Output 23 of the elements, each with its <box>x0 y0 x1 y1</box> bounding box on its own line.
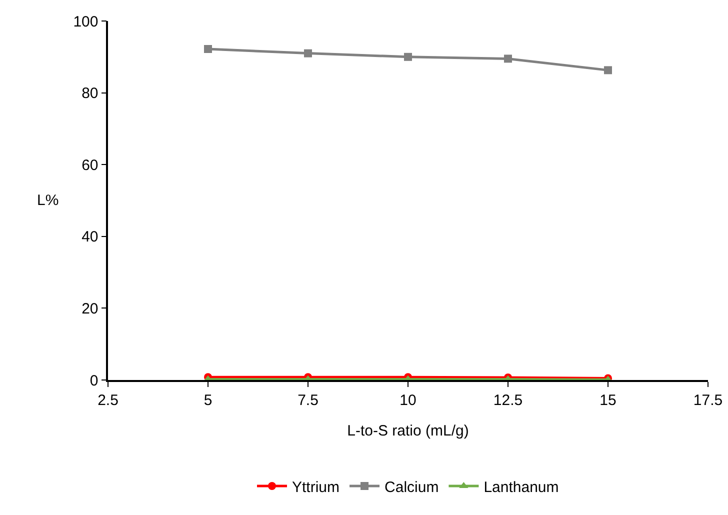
y-axis-title: L% <box>37 192 59 209</box>
x-tick-label: 7.5 <box>298 392 318 409</box>
y-tick-label: 100 <box>73 13 98 30</box>
point <box>304 49 312 58</box>
y-tick-label: 40 <box>82 228 98 246</box>
legend-label: Yttrium <box>292 478 340 496</box>
point <box>404 52 412 61</box>
x-tick-label: 12.5 <box>493 392 523 409</box>
x-tick-label: 5 <box>204 392 212 409</box>
point <box>504 54 512 63</box>
x-tick-label: 15 <box>600 392 616 409</box>
x-tick-label: 10 <box>400 392 416 409</box>
legend-label: Lanthanum <box>484 478 559 496</box>
x-axis-title: L-to-S ratio (mL/g) <box>347 422 469 440</box>
point <box>604 66 612 74</box>
legend-label: Calcium <box>384 478 439 496</box>
x-tick-label: 2.5 <box>98 392 118 409</box>
y-tick-label: 60 <box>82 156 98 174</box>
point <box>204 45 212 53</box>
x-tick-label: 17.5 <box>693 392 723 409</box>
y-tick-label: 20 <box>82 300 98 318</box>
y-tick-label: 0 <box>90 372 98 390</box>
y-tick-label: 80 <box>82 85 98 102</box>
